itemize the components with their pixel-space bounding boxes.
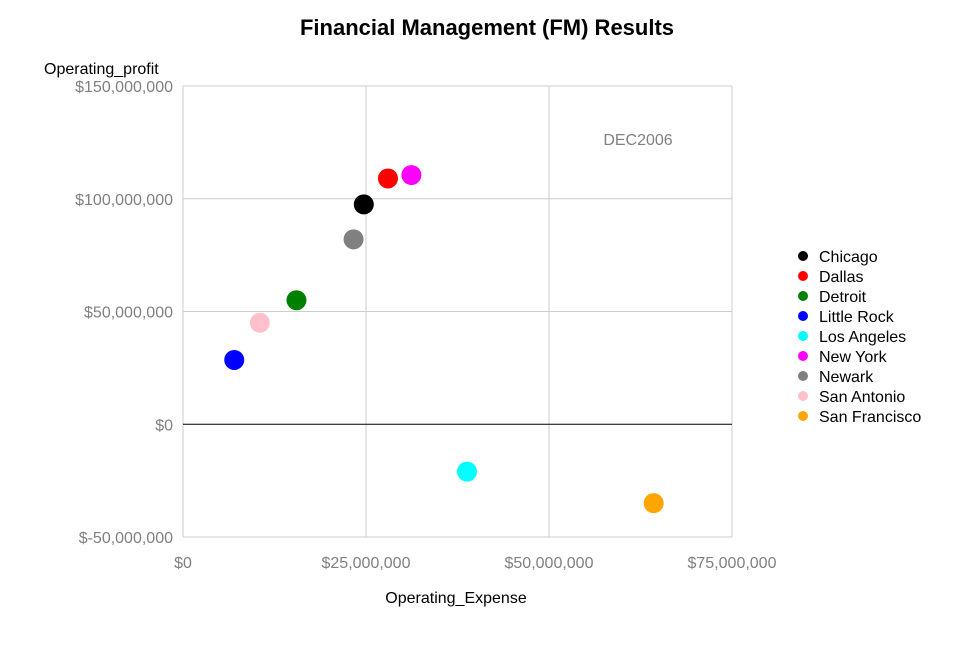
legend-label-little-rock: Little Rock (819, 309, 895, 326)
data-point-chicago (353, 194, 374, 215)
legend-label-san-francisco: San Francisco (819, 409, 921, 426)
tick-labels: $0 $25,000,000 $50,000,000 $75,000,000 $-50,… (75, 79, 776, 572)
x-tick-label: $25,000,000 (322, 555, 411, 572)
legend-marker-new-york (798, 351, 808, 361)
data-point-little-rock (224, 349, 245, 370)
legend-label-newark: Newark (819, 369, 874, 386)
legend-label-dallas: Dallas (819, 269, 863, 286)
x-tick-label: $75,000,000 (688, 555, 777, 572)
legend-marker-san-francisco (798, 411, 808, 421)
legend-label-new-york: New York (819, 349, 888, 366)
data-point-san-francisco (643, 493, 664, 514)
y-tick-label: $50,000,000 (84, 305, 173, 322)
x-axis-title: Operating_Expense (385, 590, 527, 607)
legend-label-detroit: Detroit (819, 289, 867, 306)
legend: Chicago Dallas Detroit Little Rock Los Angel… (798, 249, 921, 426)
legend-label-san-antonio: San Antonio (819, 389, 905, 406)
legend-marker-dallas (798, 271, 808, 281)
legend-marker-chicago (798, 251, 808, 261)
y-tick-label: $100,000,000 (75, 192, 173, 209)
chart-title: Financial Management (FM) Results (300, 15, 674, 40)
data-point-new-york (401, 165, 422, 186)
y-axis-title: Operating_profit (44, 61, 159, 78)
period-annotation: DEC2006 (603, 132, 672, 149)
data-point-san-antonio (249, 312, 270, 333)
y-tick-label: $-50,000,000 (79, 530, 173, 547)
legend-marker-san-antonio (798, 391, 808, 401)
legend-marker-los-angeles (798, 331, 808, 341)
y-tick-label: $150,000,000 (75, 79, 173, 96)
legend-marker-detroit (798, 291, 808, 301)
grid-lines (182, 85, 733, 538)
x-tick-label: $50,000,000 (505, 555, 594, 572)
data-points (224, 165, 664, 514)
data-point-newark (343, 229, 364, 250)
y-tick-label: $0 (155, 417, 173, 434)
data-point-detroit (286, 290, 307, 311)
legend-marker-little-rock (798, 311, 808, 321)
legend-label-los-angeles: Los Angeles (819, 329, 906, 346)
legend-label-chicago: Chicago (819, 249, 878, 266)
data-point-dallas (377, 168, 398, 189)
legend-marker-newark (798, 371, 808, 381)
x-tick-label: $0 (174, 555, 192, 572)
data-point-los-angeles (457, 461, 478, 482)
